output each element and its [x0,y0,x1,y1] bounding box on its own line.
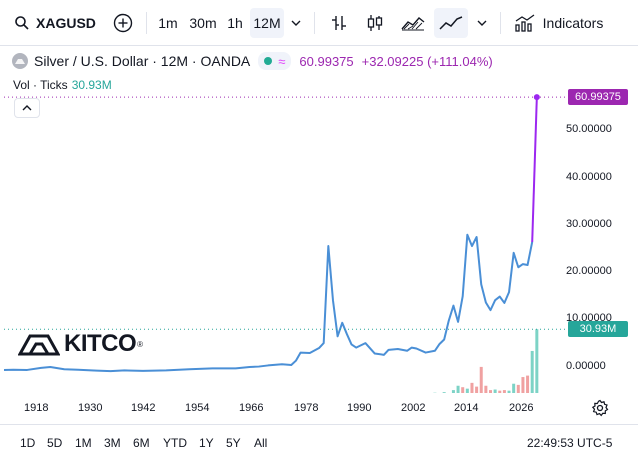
volume-bar [530,350,534,393]
candles-chart-type-button[interactable] [360,8,390,38]
time-tick: 1954 [185,402,210,414]
volume-bar [484,385,488,393]
volume-bar [442,392,446,393]
chart-legend: Silver / U.S. Dollar · 12M · OANDA ≈ 60.… [12,52,493,70]
price-tick: 0.00000 [566,360,606,372]
bottom-toolbar: 1D 5D 1M 3M 6M YTD 1Y 5Y All 22:49:53 UT… [0,424,638,465]
time-tick: 2026 [509,402,534,414]
current-volume-badge: 30.93M [568,321,628,338]
time-tick: 2002 [401,402,426,414]
volume-bar [493,389,497,393]
range-ytd[interactable]: YTD [163,436,187,450]
range-5d[interactable]: 5D [47,436,63,450]
line-chart-type-button[interactable] [434,8,468,38]
volume-bar [512,383,516,393]
volume-bar [489,390,492,393]
wavy-lines-icon: ≈ [278,53,286,69]
market-open-dot-icon [264,57,273,65]
current-price-badge: 60.99375 [568,89,628,106]
interval-1m[interactable]: 1m [158,15,178,31]
volume-bar [516,384,520,393]
time-tick: 1990 [347,402,372,414]
time-tick: 1978 [294,402,319,414]
kitco-wordmark: KITCO [64,330,137,357]
price-tick: 20.00000 [566,265,612,277]
time-tick: 1930 [78,402,103,414]
indicators-label: Indicators [542,15,604,31]
price-tick: 40.00000 [566,171,612,183]
top-toolbar: XAGUSD 1m 30m 1h 12M Indicators [0,0,638,46]
price-tick: 50.00000 [566,123,612,135]
chevron-down-icon [477,20,487,26]
symbol-name: XAGUSD [36,15,96,31]
symbol-search[interactable]: XAGUSD [10,8,102,38]
compare-symbol-button[interactable] [108,8,138,38]
search-icon [15,16,29,30]
toolbar-divider [500,12,501,34]
line-chart-icon [439,16,463,30]
kitco-logo-icon [18,334,60,356]
timezone-clock[interactable]: 22:49:53 UTC-5 [527,436,613,450]
time-tick: 1918 [24,402,49,414]
interval-dropdown[interactable] [286,8,306,38]
volume-bar [535,329,539,393]
gear-icon [591,399,609,417]
market-status-badge[interactable]: ≈ [258,52,292,70]
volume-bar [465,388,469,393]
price-tick: 30.00000 [566,218,612,230]
volume-bar [451,390,455,393]
range-1d[interactable]: 1D [20,436,36,450]
interval-30m[interactable]: 30m [189,15,217,31]
volume-label: Vol · Ticks [13,78,68,92]
price-series-latest-segment [531,97,538,243]
chart-type-dropdown[interactable] [472,8,492,38]
interval-12m[interactable]: 12M [250,8,284,38]
indicators-icon [514,14,535,32]
volume-legend: Vol · Ticks 30.93M [13,78,112,92]
toolbar-divider [146,12,147,34]
range-1m[interactable]: 1M [75,436,92,450]
plus-circle-icon [113,13,133,33]
chart-settings-button[interactable] [591,399,609,417]
time-tick: 2014 [454,402,479,414]
volume-bar [470,382,474,393]
range-1y[interactable]: 1Y [199,436,214,450]
volume-bar [475,386,479,393]
volume-value: 30.93M [71,78,112,92]
chevron-down-icon [291,20,301,26]
volume-bar [507,390,511,393]
series-title: Silver / U.S. Dollar · 12M · OANDA [34,53,251,69]
volume-bar [456,385,460,393]
volume-bar [461,387,465,393]
time-tick: 1966 [239,402,264,414]
range-3m[interactable]: 3M [104,436,121,450]
area-chart-icon [401,17,425,31]
kitco-watermark: KITCO ® [18,330,143,358]
area-chart-type-button[interactable] [396,8,430,38]
volume-bar [521,377,525,393]
candlestick-icon [367,15,383,31]
chevron-up-icon [22,105,32,111]
time-tick: 1942 [131,402,156,414]
registered-mark: ® [137,339,144,349]
interval-1h[interactable]: 1h [227,15,243,31]
volume-bar [479,366,483,393]
range-all[interactable]: All [254,436,268,450]
volume-bar [498,390,502,393]
toolbar-divider [314,12,315,34]
silver-symbol-icon [12,53,28,69]
volume-bar [502,390,506,393]
indicators-button[interactable]: Indicators [508,8,610,38]
price-tick: 10.00000 [566,312,612,324]
bars-icon [332,16,346,30]
volume-bar [526,375,530,393]
collapse-legend-button[interactable] [14,98,40,118]
range-6m[interactable]: 6M [133,436,150,450]
bars-chart-type-button[interactable] [324,8,354,38]
last-price-dot [533,94,540,101]
last-price: 60.99375 [299,53,354,69]
price-change: +32.09225 (+111.04%) [361,53,493,69]
range-5y[interactable]: 5Y [226,436,241,450]
